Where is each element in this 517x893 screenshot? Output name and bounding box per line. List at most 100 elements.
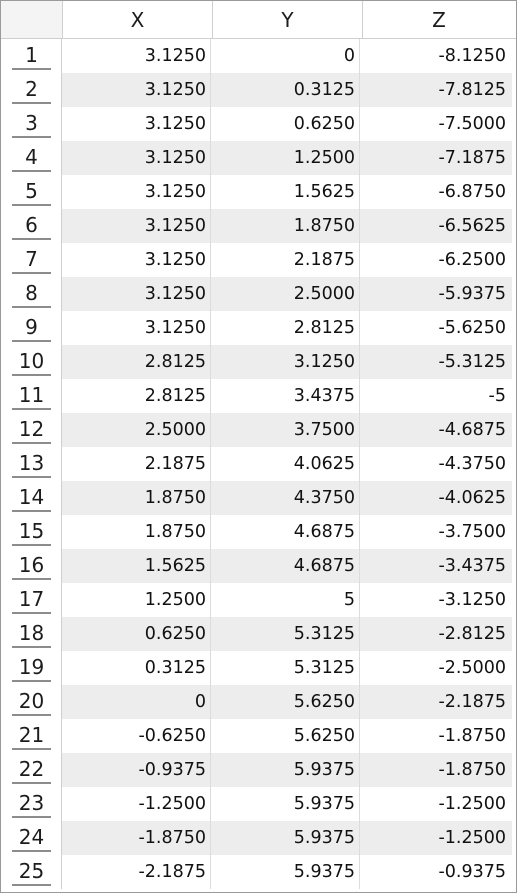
row-header[interactable]: 12 <box>1 413 62 447</box>
cell-y[interactable]: 2.1875 <box>211 243 360 277</box>
cell-y[interactable]: 2.8125 <box>211 311 360 345</box>
cell-z[interactable]: -7.1875 <box>360 141 512 175</box>
cell-y[interactable]: 4.0625 <box>211 447 360 481</box>
cell-x[interactable]: 1.8750 <box>62 515 211 549</box>
cell-z[interactable]: -2.8125 <box>360 617 512 651</box>
cell-x[interactable]: 2.1875 <box>62 447 211 481</box>
cell-x[interactable]: 3.1250 <box>62 277 211 311</box>
cell-y[interactable]: 4.3750 <box>211 481 360 515</box>
cell-z[interactable]: -5.3125 <box>360 345 512 379</box>
cell-z[interactable]: -1.8750 <box>360 719 512 753</box>
cell-x[interactable]: 2.8125 <box>62 345 211 379</box>
cell-y[interactable]: 1.5625 <box>211 175 360 209</box>
row-header[interactable]: 11 <box>1 379 62 413</box>
column-header-x[interactable]: X <box>63 1 213 38</box>
row-header[interactable]: 2 <box>1 73 62 107</box>
cell-z[interactable]: -5 <box>360 379 512 413</box>
row-header[interactable]: 13 <box>1 447 62 481</box>
cell-x[interactable]: 3.1250 <box>62 209 211 243</box>
cell-y[interactable]: 1.8750 <box>211 209 360 243</box>
cell-z[interactable]: -8.1250 <box>360 39 512 73</box>
cell-z[interactable]: -6.2500 <box>360 243 512 277</box>
row-header[interactable]: 23 <box>1 787 62 821</box>
cell-z[interactable]: -7.5000 <box>360 107 512 141</box>
cell-y[interactable]: 0.6250 <box>211 107 360 141</box>
cell-x[interactable]: 0 <box>62 685 211 719</box>
row-header[interactable]: 15 <box>1 515 62 549</box>
cell-z[interactable]: -6.8750 <box>360 175 512 209</box>
row-header[interactable]: 22 <box>1 753 62 787</box>
cell-z[interactable]: -4.3750 <box>360 447 512 481</box>
cell-z[interactable]: -4.6875 <box>360 413 512 447</box>
row-header[interactable]: 18 <box>1 617 62 651</box>
cell-y[interactable]: 0.3125 <box>211 73 360 107</box>
row-header[interactable]: 25 <box>1 855 62 889</box>
column-header-y[interactable]: Y <box>213 1 363 38</box>
cell-z[interactable]: -1.8750 <box>360 753 512 787</box>
row-header[interactable]: 3 <box>1 107 62 141</box>
row-header[interactable]: 9 <box>1 311 62 345</box>
cell-x[interactable]: -0.9375 <box>62 753 211 787</box>
cell-x[interactable]: 1.5625 <box>62 549 211 583</box>
row-header[interactable]: 14 <box>1 481 62 515</box>
cell-y[interactable]: 5.6250 <box>211 685 360 719</box>
cell-x[interactable]: 3.1250 <box>62 311 211 345</box>
cell-x[interactable]: -1.2500 <box>62 787 211 821</box>
cell-y[interactable]: 2.5000 <box>211 277 360 311</box>
cell-y[interactable]: 3.1250 <box>211 345 360 379</box>
cell-y[interactable]: 5 <box>211 583 360 617</box>
cell-x[interactable]: 1.2500 <box>62 583 211 617</box>
row-header[interactable]: 6 <box>1 209 62 243</box>
row-header[interactable]: 1 <box>1 39 62 73</box>
cell-z[interactable]: -5.9375 <box>360 277 512 311</box>
cell-x[interactable]: 3.1250 <box>62 39 211 73</box>
row-header[interactable]: 24 <box>1 821 62 855</box>
cell-y[interactable]: 5.9375 <box>211 855 360 889</box>
cell-y[interactable]: 5.9375 <box>211 787 360 821</box>
cell-y[interactable]: 3.4375 <box>211 379 360 413</box>
row-header[interactable]: 21 <box>1 719 62 753</box>
cell-x[interactable]: 3.1250 <box>62 175 211 209</box>
cell-x[interactable]: -2.1875 <box>62 855 211 889</box>
cell-y[interactable]: 5.3125 <box>211 651 360 685</box>
cell-z[interactable]: -1.2500 <box>360 787 512 821</box>
cell-y[interactable]: 5.6250 <box>211 719 360 753</box>
cell-x[interactable]: 3.1250 <box>62 243 211 277</box>
cell-y[interactable]: 5.3125 <box>211 617 360 651</box>
row-header[interactable]: 7 <box>1 243 62 277</box>
cell-y[interactable]: 5.9375 <box>211 821 360 855</box>
cell-z[interactable]: -2.1875 <box>360 685 512 719</box>
cell-z[interactable]: -7.8125 <box>360 73 512 107</box>
cell-x[interactable]: 2.5000 <box>62 413 211 447</box>
cell-x[interactable]: -1.8750 <box>62 821 211 855</box>
cell-z[interactable]: -4.0625 <box>360 481 512 515</box>
cell-z[interactable]: -0.9375 <box>360 855 512 889</box>
row-header[interactable]: 8 <box>1 277 62 311</box>
cell-z[interactable]: -1.2500 <box>360 821 512 855</box>
cell-z[interactable]: -3.7500 <box>360 515 512 549</box>
column-header-z[interactable]: Z <box>432 7 446 32</box>
cell-x[interactable]: 3.1250 <box>62 141 211 175</box>
cell-x[interactable]: -0.6250 <box>62 719 211 753</box>
cell-x[interactable]: 0.6250 <box>62 617 211 651</box>
cell-x[interactable]: 0.3125 <box>62 651 211 685</box>
cell-x[interactable]: 1.8750 <box>62 481 211 515</box>
cell-y[interactable]: 5.9375 <box>211 753 360 787</box>
row-header[interactable]: 20 <box>1 685 62 719</box>
cell-y[interactable]: 4.6875 <box>211 549 360 583</box>
cell-x[interactable]: 2.8125 <box>62 379 211 413</box>
row-header[interactable]: 19 <box>1 651 62 685</box>
cell-x[interactable]: 3.1250 <box>62 73 211 107</box>
row-header[interactable]: 5 <box>1 175 62 209</box>
cell-z[interactable]: -3.4375 <box>360 549 512 583</box>
cell-z[interactable]: -2.5000 <box>360 651 512 685</box>
cell-y[interactable]: 3.7500 <box>211 413 360 447</box>
cell-y[interactable]: 4.6875 <box>211 515 360 549</box>
cell-y[interactable]: 1.2500 <box>211 141 360 175</box>
row-header[interactable]: 17 <box>1 583 62 617</box>
cell-x[interactable]: 3.1250 <box>62 107 211 141</box>
cell-z[interactable]: -3.1250 <box>360 583 512 617</box>
corner-cell[interactable] <box>1 1 63 38</box>
row-header[interactable]: 4 <box>1 141 62 175</box>
cell-z[interactable]: -6.5625 <box>360 209 512 243</box>
